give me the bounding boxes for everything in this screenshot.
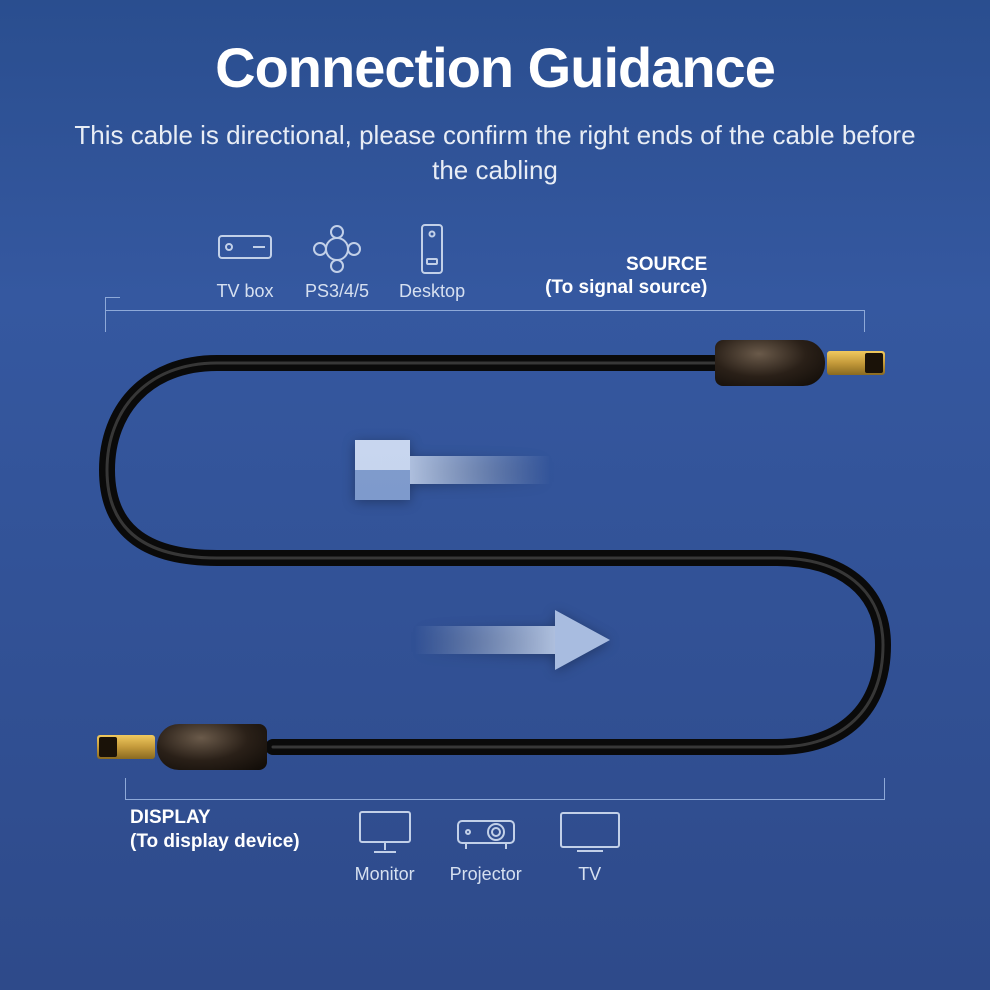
source-devices-row: TV box PS3/4/5 Desktop SOURCE (To signal… [215,223,930,302]
desktop-icon [416,223,448,275]
device-label: TV [578,864,601,885]
device-projector: Projector [450,806,522,885]
source-heading-block: SOURCE (To signal source) [545,253,707,301]
connector-source [715,340,885,386]
device-desktop: Desktop [399,223,465,302]
bracket-bottom [125,778,885,800]
device-label: PS3/4/5 [305,281,369,302]
projector-icon [454,806,518,858]
display-sub: (To display device) [130,831,300,852]
arrow-right-icon [415,610,610,670]
device-label: Desktop [399,281,465,302]
source-heading: SOURCE [626,254,707,275]
arrow-left-icon [355,440,550,500]
device-label: Monitor [355,864,415,885]
cable-path [97,340,893,770]
connector-display [97,724,267,770]
device-label: TV box [216,281,273,302]
monitor-icon [356,806,414,858]
device-ps: PS3/4/5 [305,223,369,302]
display-heading: DISPLAY [130,807,211,828]
tv-icon [557,806,623,858]
page-subtitle: This cable is directional, please confir… [60,118,930,188]
gamepad-icon [310,223,364,275]
display-devices-row: DISPLAY (To display device) Monitor Proj… [130,806,930,885]
bracket-top [105,310,865,332]
device-monitor: Monitor [355,806,415,885]
device-label: Projector [450,864,522,885]
device-tvbox: TV box [215,223,275,302]
source-sub: (To signal source) [545,277,707,298]
cable-diagram [105,310,885,800]
page-title: Connection Guidance [60,35,930,100]
display-heading-block: DISPLAY (To display device) [130,806,300,854]
tvbox-icon [215,223,275,275]
device-tv: TV [557,806,623,885]
